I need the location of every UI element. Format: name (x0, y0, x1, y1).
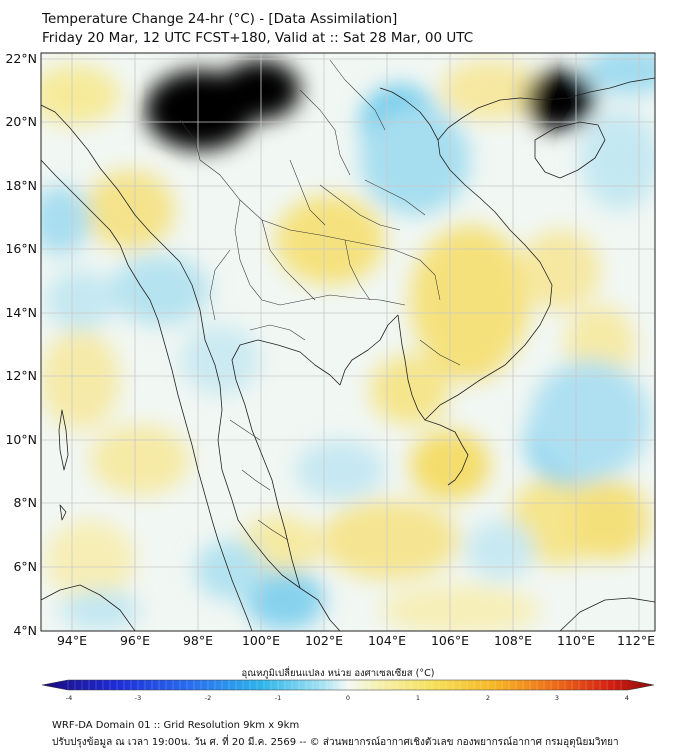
coastlines (41, 77, 655, 631)
lon-label: 110°E (557, 633, 595, 648)
lat-label: 16°N (5, 241, 37, 256)
map-subtitle: Friday 20 Mar, 12 UTC FCST+180, Valid at… (42, 30, 474, 46)
lat-label: 10°N (5, 432, 37, 447)
lon-label: 96°E (120, 633, 150, 648)
lat-label: 22°N (5, 51, 37, 66)
colorbar-tick: 1 (416, 694, 420, 702)
colorbar-tick: -4 (66, 694, 72, 702)
colorbar-strip (41, 679, 655, 691)
lat-label: 14°N (5, 305, 37, 320)
footer-credit: ปรับปรุงข้อมูล ณ เวลา 19:00น. วัน ศ. ที่… (52, 737, 619, 748)
map-title: Temperature Change 24-hr (°C) - [Data As… (42, 11, 398, 27)
colorbar-tick: 4 (625, 694, 629, 702)
lon-label: 102°E (305, 633, 343, 648)
lat-label: 6°N (13, 559, 37, 574)
map-frame (40, 52, 656, 632)
colorbar-title: อุณหภูมิเปลี่ยนแปลง หน่วย องศาเซลเซียส (… (241, 668, 435, 679)
temperature-field (41, 53, 655, 631)
lon-label: 100°E (242, 633, 280, 648)
graticule (41, 53, 655, 631)
latitude-labels: 22°N 20°N 18°N 16°N 14°N 12°N 10°N 8°N 6… (5, 51, 37, 638)
lon-label: 112°E (617, 633, 655, 648)
colorbar-tick: 3 (555, 694, 559, 702)
province-borders (179, 59, 461, 541)
colorbar-tick: -1 (275, 694, 281, 702)
colorbar-tick: -2 (205, 694, 211, 702)
colorbar-tick: 2 (486, 694, 490, 702)
lon-label: 98°E (183, 633, 213, 648)
longitude-labels: 94°E 96°E 98°E 100°E 102°E 104°E 106°E 1… (57, 633, 655, 648)
footer-model-info: WRF-DA Domain 01 :: Grid Resolution 9km … (52, 720, 300, 731)
lon-label: 104°E (368, 633, 406, 648)
lon-label: 106°E (431, 633, 469, 648)
lat-label: 4°N (13, 623, 37, 638)
lat-label: 20°N (5, 114, 37, 129)
colorbar-tick: 0 (346, 694, 350, 702)
lat-label: 12°N (5, 368, 37, 383)
lat-label: 8°N (13, 495, 37, 510)
lon-label: 94°E (57, 633, 87, 648)
colorbar: -4 -3 -2 -1 0 1 2 3 4 (41, 679, 655, 702)
lat-label: 18°N (5, 178, 37, 193)
colorbar-tick: -3 (135, 694, 141, 702)
lon-label: 108°E (494, 633, 532, 648)
